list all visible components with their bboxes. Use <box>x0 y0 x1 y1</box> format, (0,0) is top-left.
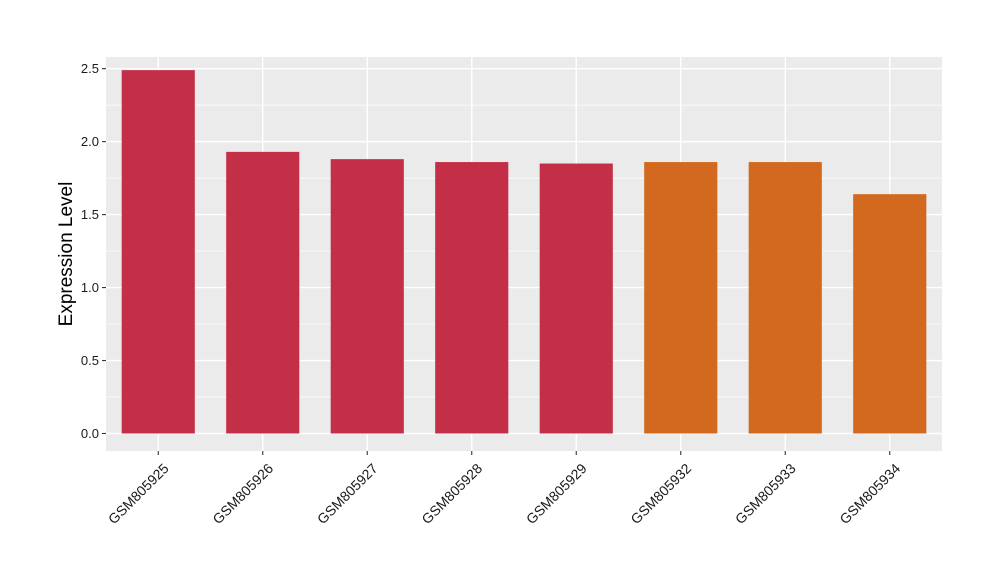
bar-GSM805926 <box>226 151 300 434</box>
y-tick-label: 0.0 <box>81 426 99 441</box>
x-tick-label: GSM805925 <box>105 460 172 527</box>
bar-GSM805934 <box>853 194 927 434</box>
bar-GSM805929 <box>539 163 613 434</box>
bars <box>121 70 927 434</box>
y-tick-label: 2.0 <box>81 134 99 149</box>
y-tick-label: 1.5 <box>81 207 99 222</box>
bar-GSM805932 <box>644 162 718 434</box>
x-tick-label: GSM805929 <box>523 460 590 527</box>
bar-GSM805925 <box>121 70 195 434</box>
y-tick-label: 2.5 <box>81 61 99 76</box>
y-axis-title: Expression Level <box>56 182 77 327</box>
bar-GSM805928 <box>435 162 509 434</box>
x-tick-label: GSM805934 <box>836 460 903 527</box>
x-tick-label: GSM805932 <box>627 460 694 527</box>
y-tick-label: 1.0 <box>81 280 99 295</box>
x-tick-label: GSM805928 <box>418 460 485 527</box>
x-axis: GSM805925 GSM805926 GSM805927 GSM805928 GSM8… <box>105 451 903 527</box>
x-tick-label: GSM805933 <box>732 460 799 527</box>
x-tick-label: GSM805927 <box>314 460 381 527</box>
y-tick-label: 0.5 <box>81 353 99 368</box>
y-axis: 0.0 0.5 1.0 1.5 2.0 2.5 <box>81 61 106 441</box>
x-tick-label: GSM805926 <box>209 460 276 527</box>
bar-GSM805933 <box>748 162 822 434</box>
bar-GSM805927 <box>330 159 404 434</box>
